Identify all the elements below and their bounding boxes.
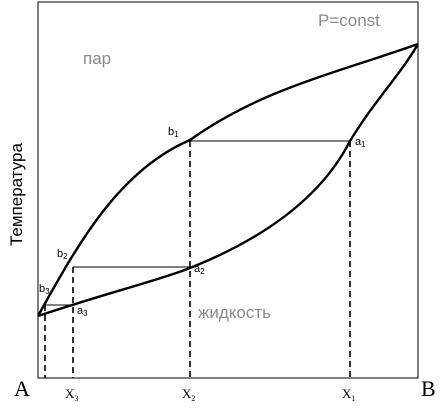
- vapor-curve: [36, 42, 419, 317]
- x1-label: X1: [342, 386, 355, 403]
- liquid-region-label: жидкость: [198, 303, 271, 322]
- vapor-region-label: пар: [83, 49, 111, 68]
- x3-label: X3: [65, 386, 78, 403]
- point-b3-label: b3: [39, 283, 50, 296]
- point-a1-label: a1: [355, 136, 366, 149]
- y-axis-label: Температура: [7, 142, 26, 246]
- point-b1-label: b1: [168, 126, 179, 139]
- point-a2-label: a2: [194, 263, 205, 276]
- plot-frame: [37, 1, 419, 379]
- component-b-label: B: [421, 376, 436, 401]
- title-label: P=const: [318, 11, 380, 30]
- point-a3-label: a3: [77, 305, 88, 318]
- x2-label: X2: [182, 386, 195, 403]
- liquid-curve: [37, 43, 420, 318]
- component-a-label: A: [14, 376, 30, 401]
- point-b2-label: b2: [57, 248, 68, 261]
